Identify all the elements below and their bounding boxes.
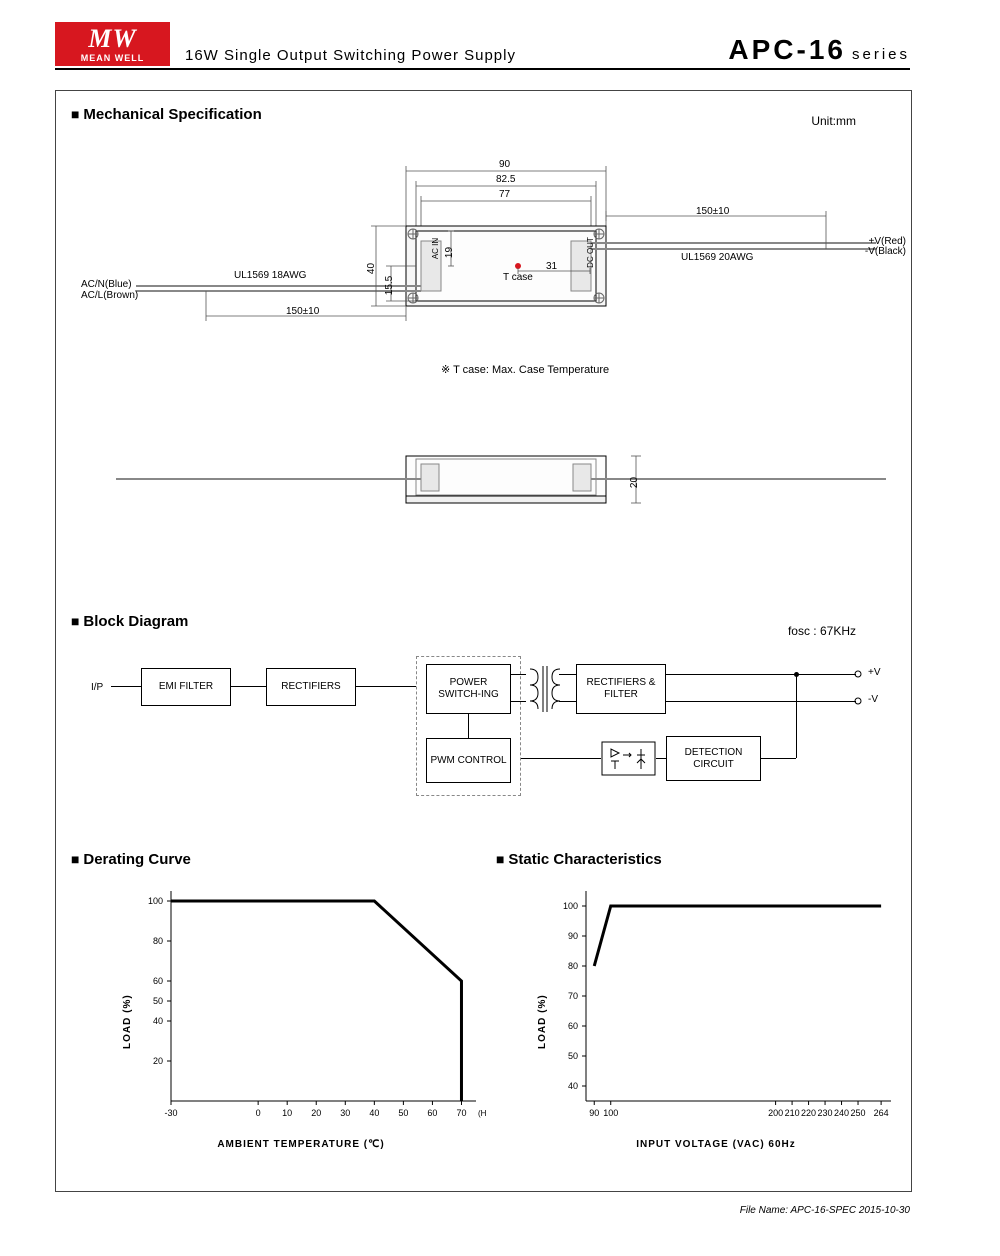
svg-text:220: 220 [801,1108,816,1118]
bd-outneg: -V [868,694,878,705]
dim-31: 31 [546,261,557,272]
svg-text:60: 60 [568,1021,578,1031]
bd-detect: DETECTION CIRCUIT [666,736,761,781]
static-chart: 40 50 60 70 80 90 100 90 100 200210220230240250 26… [531,881,901,1161]
svg-text:230: 230 [818,1108,833,1118]
dim-155: 15.5 [384,276,395,295]
bd-outpos: +V [868,667,881,678]
fosc-label: fosc : 67KHz [788,624,856,638]
bd-emi: EMI FILTER [141,668,231,706]
footer-text: File Name: APC-16-SPEC 2015-10-30 [740,1205,910,1216]
lbl-acn: AC/N(Blue) [81,279,132,290]
header-model: APC-16 series [728,34,910,66]
header-subtitle: 16W Single Output Switching Power Supply [185,47,516,64]
svg-text:0: 0 [256,1108,261,1118]
svg-text:40: 40 [369,1108,379,1118]
svg-text:(HORIZONTAL): (HORIZONTAL) [478,1109,486,1118]
derating-chart: 20 40 50 60 80 100 -30 0 10 20 30 40 50 60 70 (HORIZONT… [116,881,486,1161]
svg-text:20: 20 [153,1056,163,1066]
svg-text:80: 80 [568,961,578,971]
series-text: series [852,46,910,63]
bd-rect1: RECTIFIERS [266,668,356,706]
lbl-negv: -V(Black) [865,246,906,257]
bd-rect2: RECTIFIERS & FILTER [576,664,666,714]
svg-text:40: 40 [568,1081,578,1091]
lbl-acin: AC IN [431,238,440,259]
svg-text:250: 250 [851,1108,866,1118]
main-content-box: Mechanical Specification Unit:mm [55,90,912,1192]
svg-text:90: 90 [589,1108,599,1118]
lbl-leftwire: UL1569 18AWG [234,270,306,281]
svg-text:40: 40 [153,1016,163,1026]
lbl-acl: AC/L(Brown) [81,290,138,301]
svg-text:20: 20 [311,1108,321,1118]
block-diagram: I/P EMI FILTER RECTIFIERS POWER SWITCH-I… [56,646,911,816]
lbl-lenleft: 150±10 [286,306,319,317]
logo-bottom: MEAN WELL [81,54,145,63]
svg-text:90: 90 [568,931,578,941]
svg-text:50: 50 [153,996,163,1006]
header: MW MEAN WELL 16W Single Output Switching… [55,22,910,70]
lbl-dcout: DC OUT [586,237,595,268]
svg-text:100: 100 [563,901,578,911]
section-mech-spec-title: Mechanical Specification [71,106,262,123]
bd-pswitch: POWER SWITCH-ING [426,664,511,714]
mech-side-view [56,431,911,521]
svg-text:70: 70 [568,991,578,1001]
svg-text:30: 30 [340,1108,350,1118]
model-text: APC-16 [728,34,846,65]
svg-text:70: 70 [456,1108,466,1118]
svg-text:60: 60 [153,976,163,986]
dim-82: 82.5 [496,174,515,185]
lbl-rightwire: UL1569 20AWG [681,252,753,263]
mech-top-view [56,161,911,361]
bd-pwm: PWM CONTROL [426,738,511,783]
svg-text:200: 200 [768,1108,783,1118]
svg-text:10: 10 [282,1108,292,1118]
lbl-lenright: 150±10 [696,206,729,217]
svg-text:240: 240 [834,1108,849,1118]
dim-40: 40 [366,263,377,274]
dim-19: 19 [444,247,455,258]
svg-text:100: 100 [603,1108,618,1118]
dim-20: 20 [629,477,640,488]
section-block-diagram-title: Block Diagram [71,613,188,630]
dim-90: 90 [499,159,510,170]
svg-text:50: 50 [568,1051,578,1061]
logo: MW MEAN WELL [55,22,170,66]
svg-text:210: 210 [785,1108,800,1118]
section-static-title: Static Characteristics [496,851,662,868]
svg-text:80: 80 [153,936,163,946]
dim-77: 77 [499,189,510,200]
section-derating-title: Derating Curve [71,851,191,868]
tcase-note: ※ T case: Max. Case Temperature [441,363,609,376]
svg-text:50: 50 [398,1108,408,1118]
svg-text:264: 264 [874,1108,889,1118]
lbl-tcase: T case [503,272,533,283]
svg-text:-30: -30 [164,1108,177,1118]
unit-label: Unit:mm [811,114,856,128]
svg-text:60: 60 [427,1108,437,1118]
bd-ip: I/P [91,682,103,693]
logo-top: MW [88,26,136,52]
svg-text:100: 100 [148,896,163,906]
